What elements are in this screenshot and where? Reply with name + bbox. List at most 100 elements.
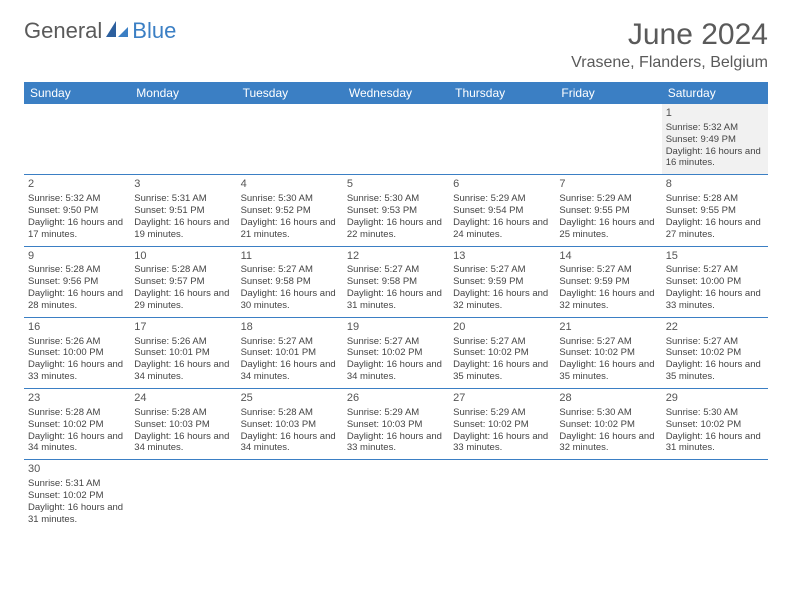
day-cell-11: 11Sunrise: 5:27 AMSunset: 9:58 PMDayligh… bbox=[237, 246, 343, 317]
sunrise-label: Sunrise: bbox=[347, 336, 382, 347]
sunset-line: Sunset: 10:03 PM bbox=[347, 419, 445, 431]
daylight-line: Daylight: 16 hours and 21 minutes. bbox=[241, 217, 339, 241]
empty-cell bbox=[555, 460, 661, 531]
daylight-label: Daylight: bbox=[28, 288, 65, 299]
sunset-line: Sunset: 10:02 PM bbox=[453, 347, 551, 359]
daylight-line: Daylight: 16 hours and 30 minutes. bbox=[241, 288, 339, 312]
calendar-row: 16Sunrise: 5:26 AMSunset: 10:00 PMDaylig… bbox=[24, 317, 768, 388]
sunrise-line: Sunrise: 5:27 AM bbox=[347, 264, 445, 276]
sunset-value: 10:02 PM bbox=[488, 347, 529, 358]
daylight-label: Daylight: bbox=[453, 288, 490, 299]
daylight-label: Daylight: bbox=[28, 502, 65, 513]
sunrise-label: Sunrise: bbox=[666, 407, 701, 418]
sunset-line: Sunset: 10:02 PM bbox=[559, 347, 657, 359]
sunset-line: Sunset: 10:02 PM bbox=[666, 347, 764, 359]
day-number: 26 bbox=[347, 392, 445, 406]
sunrise-label: Sunrise: bbox=[28, 478, 63, 489]
sunset-line: Sunset: 9:59 PM bbox=[559, 276, 657, 288]
day-number: 8 bbox=[666, 178, 764, 192]
calendar-row: 9Sunrise: 5:28 AMSunset: 9:56 PMDaylight… bbox=[24, 246, 768, 317]
sunrise-line: Sunrise: 5:28 AM bbox=[134, 264, 232, 276]
day-number: 2 bbox=[28, 178, 126, 192]
sunrise-label: Sunrise: bbox=[666, 336, 701, 347]
sunrise-value: 5:28 AM bbox=[172, 264, 207, 275]
sunrise-line: Sunrise: 5:27 AM bbox=[666, 264, 764, 276]
sunset-label: Sunset: bbox=[134, 276, 166, 287]
sunrise-label: Sunrise: bbox=[666, 122, 701, 133]
day-cell-21: 21Sunrise: 5:27 AMSunset: 10:02 PMDaylig… bbox=[555, 317, 661, 388]
sunset-value: 10:01 PM bbox=[275, 347, 316, 358]
sunrise-value: 5:30 AM bbox=[384, 193, 419, 204]
calendar-body: 1Sunrise: 5:32 AMSunset: 9:49 PMDaylight… bbox=[24, 104, 768, 531]
day-number: 16 bbox=[28, 321, 126, 335]
daylight-line: Daylight: 16 hours and 34 minutes. bbox=[134, 431, 232, 455]
sunset-line: Sunset: 9:54 PM bbox=[453, 205, 551, 217]
daylight-label: Daylight: bbox=[28, 431, 65, 442]
calendar-header-row: SundayMondayTuesdayWednesdayThursdayFrid… bbox=[24, 82, 768, 104]
day-cell-3: 3Sunrise: 5:31 AMSunset: 9:51 PMDaylight… bbox=[130, 175, 236, 246]
sunset-line: Sunset: 9:53 PM bbox=[347, 205, 445, 217]
sunrise-value: 5:31 AM bbox=[66, 478, 101, 489]
day-cell-16: 16Sunrise: 5:26 AMSunset: 10:00 PMDaylig… bbox=[24, 317, 130, 388]
day-cell-28: 28Sunrise: 5:30 AMSunset: 10:02 PMDaylig… bbox=[555, 389, 661, 460]
day-number: 17 bbox=[134, 321, 232, 335]
logo-text-1: General bbox=[24, 18, 102, 44]
day-number: 24 bbox=[134, 392, 232, 406]
sunset-line: Sunset: 10:01 PM bbox=[134, 347, 232, 359]
sunset-value: 10:02 PM bbox=[63, 490, 104, 501]
sunrise-label: Sunrise: bbox=[134, 336, 169, 347]
sunrise-value: 5:29 AM bbox=[384, 407, 419, 418]
empty-cell bbox=[662, 460, 768, 531]
daylight-label: Daylight: bbox=[134, 359, 171, 370]
sunset-line: Sunset: 9:56 PM bbox=[28, 276, 126, 288]
sunset-value: 9:53 PM bbox=[382, 205, 417, 216]
day-number: 27 bbox=[453, 392, 551, 406]
sunset-value: 9:55 PM bbox=[594, 205, 629, 216]
day-cell-30: 30Sunrise: 5:31 AMSunset: 10:02 PMDaylig… bbox=[24, 460, 130, 531]
day-number: 6 bbox=[453, 178, 551, 192]
sunset-line: Sunset: 10:02 PM bbox=[559, 419, 657, 431]
dayname-thursday: Thursday bbox=[449, 82, 555, 104]
sunrise-value: 5:30 AM bbox=[278, 193, 313, 204]
sunrise-label: Sunrise: bbox=[347, 264, 382, 275]
daylight-line: Daylight: 16 hours and 34 minutes. bbox=[241, 431, 339, 455]
daylight-line: Daylight: 16 hours and 35 minutes. bbox=[666, 359, 764, 383]
logo-sail-icon bbox=[104, 19, 130, 44]
sunrise-line: Sunrise: 5:26 AM bbox=[28, 336, 126, 348]
sunset-line: Sunset: 10:02 PM bbox=[347, 347, 445, 359]
sunset-value: 9:59 PM bbox=[594, 276, 629, 287]
sunrise-value: 5:28 AM bbox=[66, 264, 101, 275]
day-number: 11 bbox=[241, 250, 339, 264]
sunset-label: Sunset: bbox=[666, 134, 698, 145]
sunset-line: Sunset: 9:49 PM bbox=[666, 134, 764, 146]
day-number: 21 bbox=[559, 321, 657, 335]
daylight-label: Daylight: bbox=[666, 146, 703, 157]
sunset-line: Sunset: 10:00 PM bbox=[666, 276, 764, 288]
sunrise-label: Sunrise: bbox=[559, 336, 594, 347]
sunset-value: 10:02 PM bbox=[382, 347, 423, 358]
sunrise-label: Sunrise: bbox=[241, 264, 276, 275]
day-number: 28 bbox=[559, 392, 657, 406]
daylight-label: Daylight: bbox=[453, 359, 490, 370]
daylight-line: Daylight: 16 hours and 34 minutes. bbox=[241, 359, 339, 383]
sunset-line: Sunset: 9:50 PM bbox=[28, 205, 126, 217]
day-number: 4 bbox=[241, 178, 339, 192]
daylight-label: Daylight: bbox=[241, 431, 278, 442]
day-number: 9 bbox=[28, 250, 126, 264]
sunset-label: Sunset: bbox=[134, 419, 166, 430]
empty-cell bbox=[449, 460, 555, 531]
sunrise-value: 5:27 AM bbox=[278, 264, 313, 275]
sunrise-line: Sunrise: 5:26 AM bbox=[134, 336, 232, 348]
daylight-label: Daylight: bbox=[559, 431, 596, 442]
sunset-label: Sunset: bbox=[453, 347, 485, 358]
daylight-label: Daylight: bbox=[347, 217, 384, 228]
sunset-value: 9:55 PM bbox=[701, 205, 736, 216]
day-number: 25 bbox=[241, 392, 339, 406]
header: General Blue June 2024 Vrasene, Flanders… bbox=[24, 18, 768, 72]
empty-cell bbox=[130, 460, 236, 531]
day-number: 10 bbox=[134, 250, 232, 264]
sunrise-label: Sunrise: bbox=[453, 264, 488, 275]
sunset-value: 9:54 PM bbox=[488, 205, 523, 216]
title-block: June 2024 Vrasene, Flanders, Belgium bbox=[571, 18, 768, 72]
sunrise-value: 5:27 AM bbox=[597, 336, 632, 347]
